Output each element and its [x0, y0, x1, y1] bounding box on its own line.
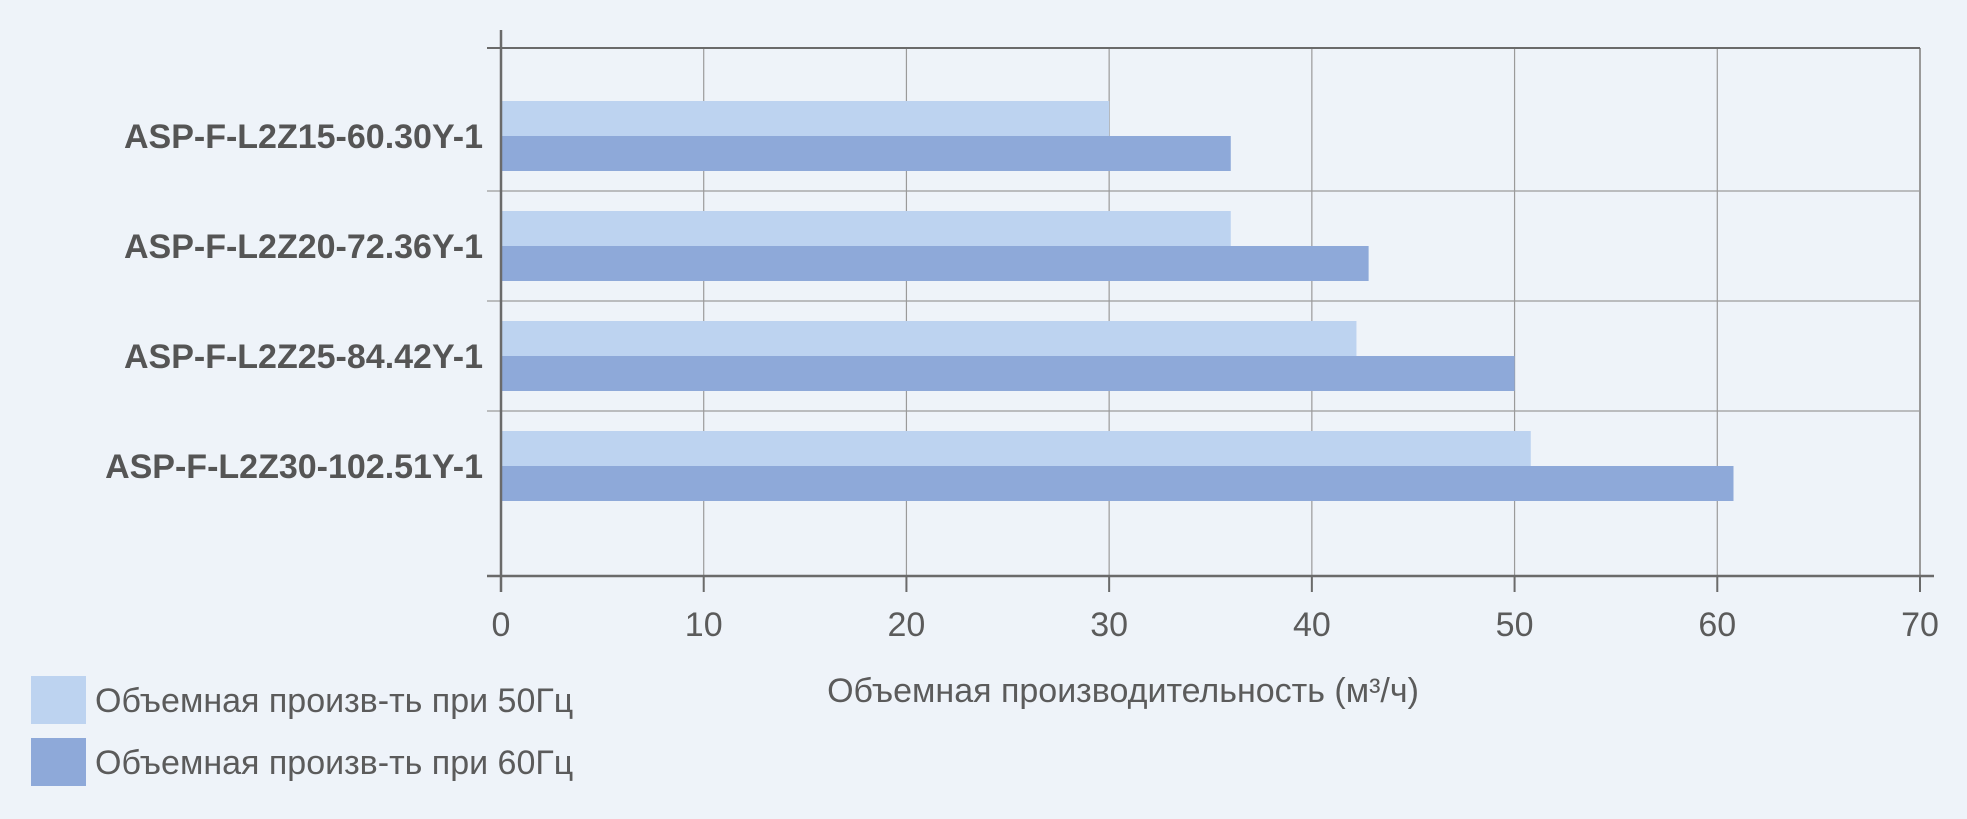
legend-swatch-50hz	[31, 676, 86, 724]
bar-50hz-1	[501, 101, 1110, 136]
x-axis-title: Объемная производительность (м³/ч)	[827, 672, 1419, 710]
category-label-3: ASP-F-L2Z25-84.42Y-1	[124, 338, 483, 376]
legend: Объемная произв-ть при 50Гц Объемная прои…	[31, 676, 573, 786]
x-tick-label-70: 70	[1901, 606, 1939, 644]
category-labels: ASP-F-L2Z15-60.30Y-1 ASP-F-L2Z20-72.36Y-1…	[105, 118, 483, 486]
legend-label-50hz: Объемная произв-ть при 50Гц	[95, 682, 573, 720]
bar-50hz-4	[501, 431, 1531, 466]
x-tick-label-10: 10	[685, 606, 723, 644]
bar-50hz-2	[501, 211, 1231, 246]
x-tick-label-40: 40	[1293, 606, 1331, 644]
x-tick-label-50: 50	[1496, 606, 1534, 644]
category-label-4: ASP-F-L2Z30-102.51Y-1	[105, 448, 483, 486]
x-tick-label-60: 60	[1698, 606, 1736, 644]
bars	[501, 101, 1734, 501]
x-tick-label-20: 20	[888, 606, 926, 644]
x-tick-labels: 0 10 20 30 40 50 60 70	[492, 606, 1939, 644]
bar-50hz-3	[501, 321, 1357, 356]
category-label-1: ASP-F-L2Z15-60.30Y-1	[124, 118, 483, 156]
bar-60hz-3	[501, 356, 1515, 391]
bar-60hz-2	[501, 246, 1369, 281]
legend-swatch-60hz	[31, 738, 86, 786]
category-label-2: ASP-F-L2Z20-72.36Y-1	[124, 228, 483, 266]
bar-60hz-1	[501, 136, 1231, 171]
x-tick-label-0: 0	[492, 606, 511, 644]
legend-label-60hz: Объемная произв-ть при 60Гц	[95, 744, 573, 782]
bar-60hz-4	[501, 466, 1734, 501]
axes	[487, 30, 1934, 592]
x-tick-label-30: 30	[1090, 606, 1128, 644]
